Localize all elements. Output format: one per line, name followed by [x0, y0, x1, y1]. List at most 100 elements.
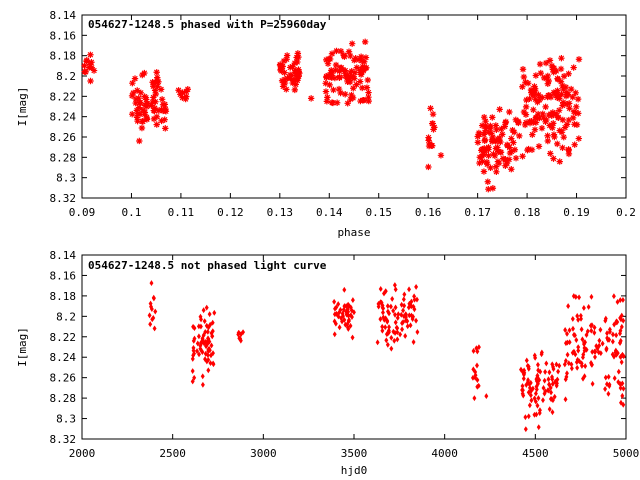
data-point: [596, 349, 601, 356]
data-point: [541, 385, 546, 391]
data-point: [409, 312, 414, 319]
data-point: [383, 288, 388, 295]
data-point: [295, 73, 302, 80]
data-point: [414, 283, 419, 290]
data-point: [325, 55, 333, 63]
data-point: [361, 38, 369, 46]
data-point: [292, 81, 299, 88]
data-point: [610, 331, 615, 338]
data-point: [552, 110, 560, 117]
x-tick-label: 0.2: [616, 206, 636, 219]
data-point: [407, 300, 412, 307]
data-point: [209, 342, 214, 349]
data-point: [357, 97, 364, 105]
data-point: [485, 146, 492, 153]
data-point: [414, 317, 419, 324]
data-point: [471, 348, 476, 354]
data-point: [152, 98, 159, 105]
data-point: [203, 329, 208, 335]
data-point: [498, 125, 505, 133]
data-point: [522, 103, 530, 111]
data-point: [332, 61, 340, 69]
data-point: [150, 115, 158, 123]
x-tick-label: 0.11: [168, 206, 195, 219]
data-point: [287, 75, 294, 82]
data-point: [324, 94, 331, 101]
data-point: [621, 401, 626, 408]
data-point: [515, 119, 522, 127]
data-point: [526, 95, 533, 103]
data-point: [526, 389, 531, 396]
data-point: [577, 294, 582, 301]
data-point: [523, 96, 530, 104]
data-point: [603, 317, 608, 324]
data-point: [333, 305, 337, 312]
data-point: [401, 296, 406, 303]
data-point: [563, 121, 571, 128]
data-point: [353, 64, 361, 71]
data-point: [536, 395, 541, 402]
data-point: [378, 286, 383, 292]
data-point: [574, 95, 582, 103]
data-point: [552, 91, 559, 98]
data-point: [415, 329, 420, 335]
data-point: [158, 96, 166, 103]
data-point: [557, 362, 562, 369]
data-point: [287, 64, 294, 71]
data-point: [548, 112, 555, 119]
data-point: [87, 77, 94, 85]
data-point: [330, 86, 337, 94]
data-point: [478, 152, 486, 160]
data-point: [565, 370, 569, 377]
data-point: [539, 110, 546, 118]
data-point: [621, 353, 626, 360]
data-point: [545, 77, 552, 85]
data-point: [522, 119, 530, 126]
data-points: [81, 38, 583, 193]
data-point: [553, 67, 560, 75]
data-point: [528, 392, 533, 399]
data-point: [141, 93, 148, 100]
data-point: [612, 375, 617, 382]
data-point: [565, 116, 572, 124]
data-point: [83, 58, 90, 65]
data-point: [547, 150, 554, 157]
data-point: [531, 87, 539, 95]
data-point: [542, 103, 549, 111]
data-point: [487, 122, 494, 130]
data-point: [558, 129, 566, 136]
data-point: [575, 135, 583, 142]
data-point: [283, 56, 290, 63]
y-tick-label: 8.18: [50, 290, 77, 303]
data-point: [87, 51, 94, 58]
data-point: [523, 426, 528, 433]
data-point: [565, 150, 573, 158]
data-point: [359, 63, 366, 70]
data-point: [575, 364, 580, 371]
data-point: [149, 303, 153, 310]
data-point: [544, 93, 551, 101]
y-tick-label: 8.22: [50, 331, 77, 344]
data-point: [603, 374, 608, 381]
x-tick-label: 5000: [613, 447, 640, 460]
data-point: [362, 54, 370, 61]
data-point: [550, 111, 558, 118]
data-point: [210, 328, 215, 335]
data-point: [551, 133, 558, 141]
data-point: [506, 108, 513, 116]
data-point: [579, 326, 584, 333]
data-point: [157, 86, 165, 93]
data-point: [532, 114, 540, 121]
y-tick-label: 8.16: [50, 269, 77, 282]
y-tick-label: 8.26: [50, 372, 77, 385]
data-point: [548, 396, 553, 402]
data-point: [429, 110, 437, 118]
data-point: [393, 286, 398, 293]
data-point: [328, 69, 335, 77]
data-point: [179, 89, 186, 96]
x-tick-label: 2000: [69, 447, 96, 460]
x-tick-label: 0.19: [563, 206, 590, 219]
data-point: [524, 80, 532, 87]
data-point: [385, 303, 390, 309]
